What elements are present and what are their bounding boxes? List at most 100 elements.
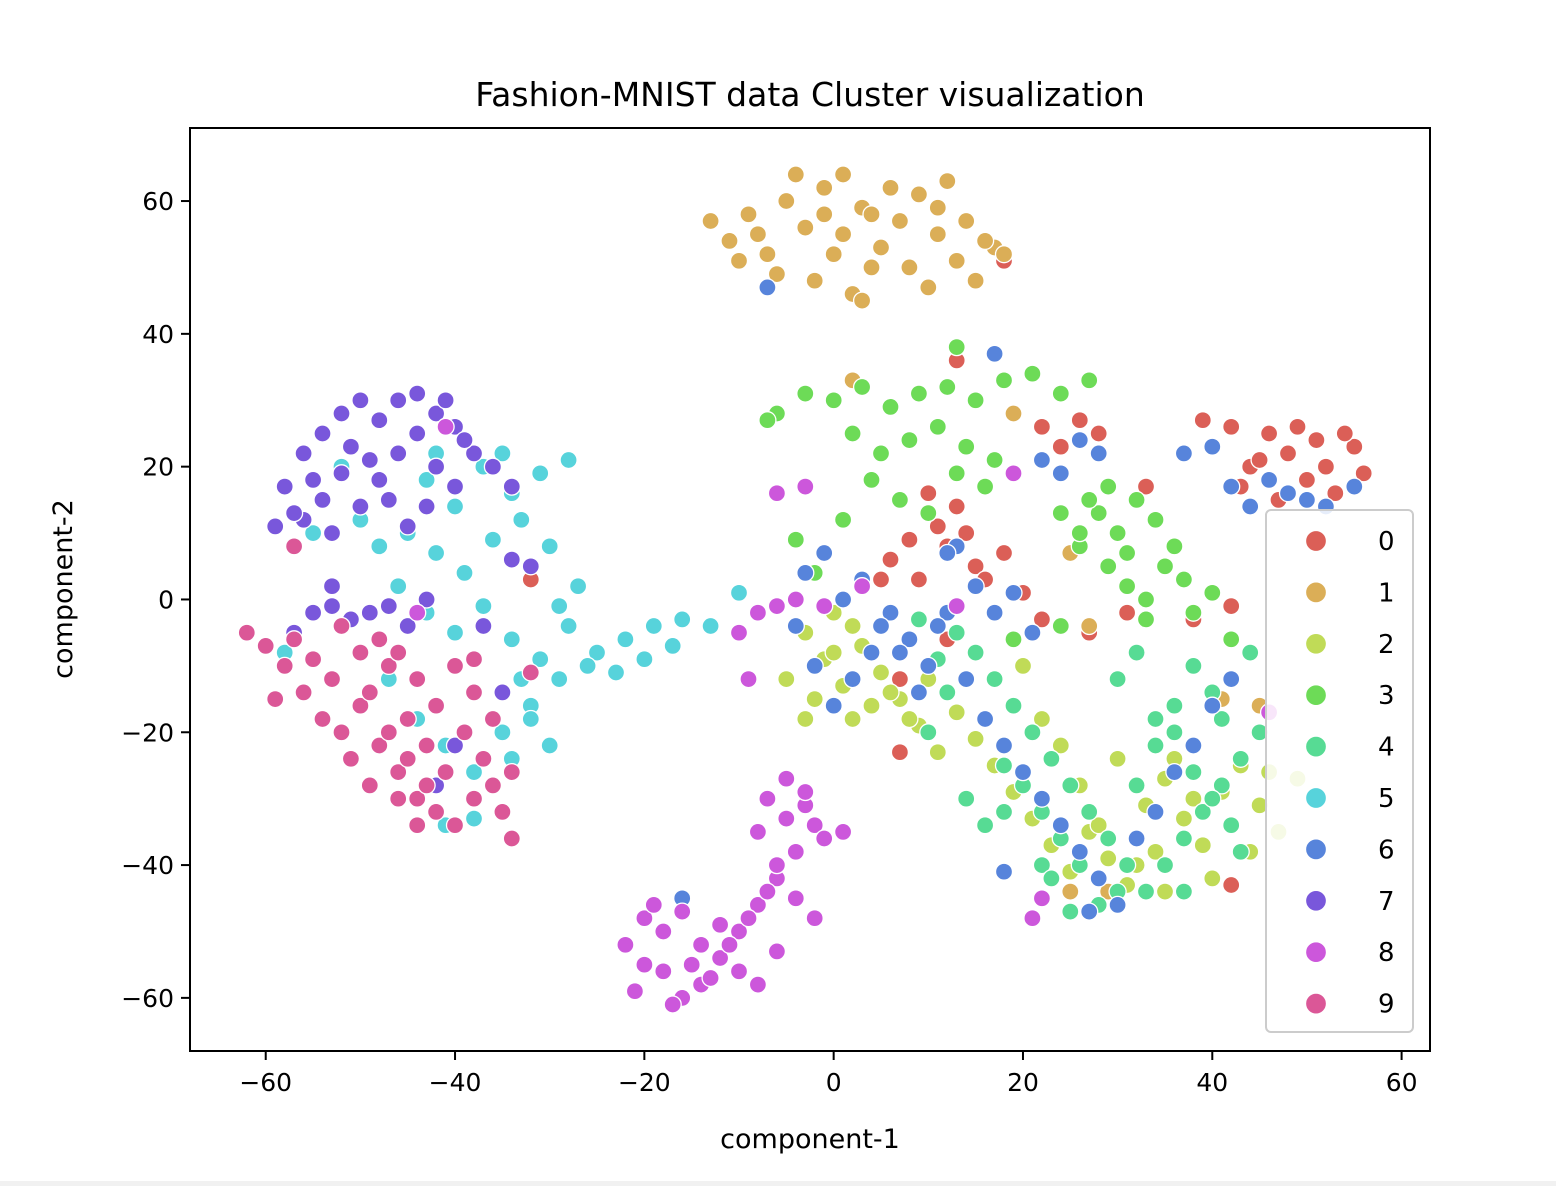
point-8-48 [947,596,966,616]
point-4-5 [1061,776,1080,795]
point-8-20 [748,975,768,994]
point-7-4 [351,391,370,410]
series-3 [758,337,1241,649]
point-1-18 [824,245,843,264]
point-5-39 [303,523,323,543]
point-7-17 [370,470,389,490]
point-0-24 [994,543,1014,563]
point-7-26 [341,437,361,456]
point-3-1 [796,384,815,403]
point-1-21 [881,178,900,197]
point-5-5 [559,450,578,470]
point-3-33 [1117,577,1137,596]
point-6-31 [928,616,947,636]
point-9-33 [464,683,484,702]
point-4-6 [1080,802,1099,822]
y-tick-label: −20 [121,718,174,747]
point-1-25 [957,211,976,231]
point-1-35 [928,198,947,217]
point-4-9 [1136,882,1156,901]
point-5-48 [568,577,588,596]
point-0-7 [1354,464,1373,483]
point-5-35 [663,636,682,656]
legend-marker-3 [1304,684,1328,707]
point-5-41 [521,709,540,729]
point-2-4 [871,663,891,682]
point-5-47 [550,596,569,616]
point-2-46 [824,643,843,662]
point-3-14 [900,430,919,450]
point-4-33 [1146,709,1165,729]
point-6-4 [862,643,881,662]
point-8-47 [1004,464,1023,483]
point-4-13 [1212,776,1231,795]
point-3-47 [947,337,966,357]
y-tick-label: 60 [142,187,174,216]
point-7-6 [389,391,408,410]
point-4-44 [919,723,938,742]
y-axis: 60 40 20 0 −20 −40 −60 [121,187,190,1013]
x-tick-label: −60 [239,1068,292,1097]
point-2-7 [928,743,947,762]
point-7-2 [313,424,332,443]
point-8-12 [777,769,796,788]
point-3-35 [1155,557,1175,576]
point-6-49 [1089,444,1108,463]
point-6-39 [1259,470,1279,490]
point-6-24 [796,563,815,583]
point-6-14 [1051,816,1070,835]
point-0-3 [1345,437,1364,456]
point-6-15 [1070,842,1089,861]
point-2-35 [1051,736,1070,755]
point-9-27 [493,802,512,822]
point-9-35 [502,829,521,848]
point-2-33 [900,709,919,729]
point-6-52 [985,344,1004,363]
legend-label-6: 6 [1378,835,1395,865]
point-6-34 [985,603,1004,622]
point-5-24 [729,583,749,602]
point-0-1 [1278,444,1298,463]
point-2-49 [1155,882,1175,901]
point-7-0 [275,477,294,496]
point-3-22 [975,477,995,496]
point-7-43 [502,550,521,569]
legend-marker-5 [1304,786,1328,810]
point-5-11 [540,537,559,556]
point-5-34 [635,650,654,669]
legend-label-8: 8 [1378,938,1395,968]
point-9-19 [341,749,361,768]
point-9-37 [332,616,351,636]
point-8-38 [739,669,758,689]
point-6-45 [1174,444,1194,463]
point-8-1 [635,909,654,928]
y-tick-label: 40 [142,320,174,349]
point-2-32 [881,683,900,702]
point-4-35 [1184,762,1203,782]
point-1-33 [815,205,834,224]
point-8-41 [767,596,787,616]
point-3-15 [928,417,947,436]
point-9-21 [379,656,398,676]
point-1-31 [833,165,853,184]
point-7-40 [398,616,417,636]
point-8-19 [729,962,749,981]
point-8-15 [748,822,768,842]
point-5-18 [559,616,578,636]
point-2-37 [1089,816,1108,835]
point-2-43 [1203,869,1222,888]
legend-marker-2 [1304,632,1328,655]
point-2-21 [1193,836,1212,855]
point-7-31 [436,391,455,410]
y-tick-label: −60 [121,984,174,1013]
point-0-26 [928,517,947,536]
point-3-16 [957,437,976,456]
point-6-16 [1089,869,1108,888]
point-0-9 [1288,417,1307,436]
point-5-50 [493,444,512,463]
point-9-39 [408,816,427,835]
point-6-48 [1070,430,1089,450]
point-1-23 [919,278,938,297]
point-1-20 [862,205,881,224]
point-2-28 [805,689,824,709]
